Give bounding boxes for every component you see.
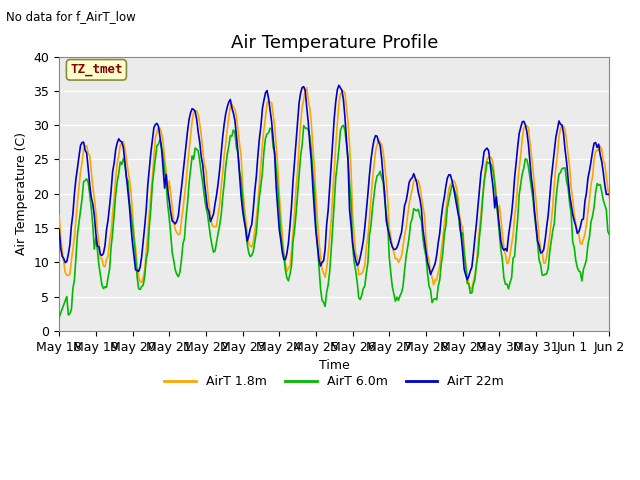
Title: Air Temperature Profile: Air Temperature Profile [230,34,438,52]
X-axis label: Time: Time [319,359,349,372]
Legend: AirT 1.8m, AirT 6.0m, AirT 22m: AirT 1.8m, AirT 6.0m, AirT 22m [159,370,509,393]
Text: TZ_tmet: TZ_tmet [70,63,123,76]
Text: No data for f_AirT_low: No data for f_AirT_low [6,10,136,23]
Y-axis label: Air Temperature (C): Air Temperature (C) [15,132,28,255]
